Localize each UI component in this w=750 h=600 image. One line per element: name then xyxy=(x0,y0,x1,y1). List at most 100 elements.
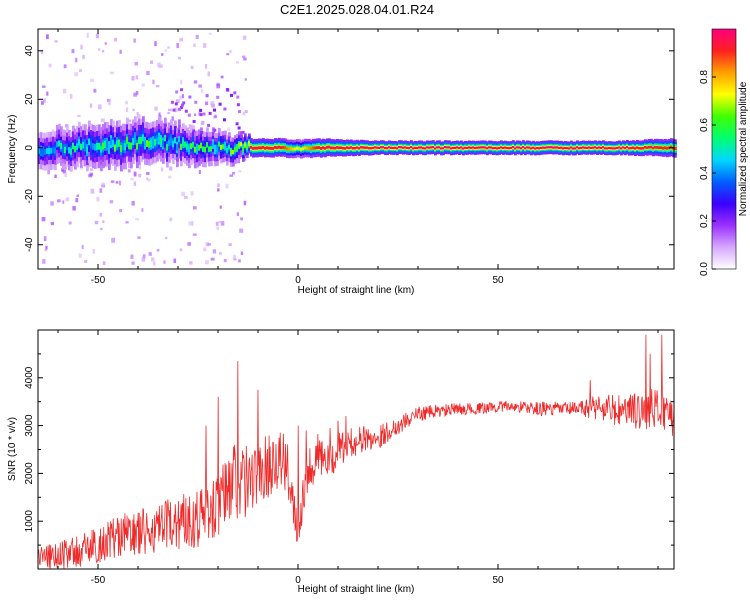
spectrogram-cell xyxy=(418,146,421,149)
spectrogram-cell xyxy=(650,145,653,149)
spectrogram-noise-cell xyxy=(150,60,154,64)
spectrogram-cell xyxy=(326,145,329,149)
spectrogram-cell xyxy=(92,143,95,150)
spectrogram-cell xyxy=(332,146,335,150)
spectrogram-noise-cell xyxy=(134,61,138,66)
spectrogram-cell xyxy=(230,149,233,155)
spectrogram-noise-cell xyxy=(179,106,183,110)
spectrogram-noise-cell xyxy=(63,64,67,69)
spectrogram-noise-cell xyxy=(158,114,162,120)
spectrogram-noise-cell xyxy=(236,95,240,99)
spectrogram-noise-cell xyxy=(213,108,216,112)
spectrogram-cell xyxy=(642,147,645,150)
spectrogram-cell xyxy=(434,147,437,150)
spectrogram-marks xyxy=(38,32,677,266)
spectrogram-noise-cell xyxy=(213,128,217,132)
spectrogram-noise-cell xyxy=(90,188,95,194)
spectrogram-noise-cell xyxy=(239,228,244,233)
spectrogram-noise-cell xyxy=(170,100,174,104)
spectrogram-noise-cell xyxy=(174,102,178,106)
snr-marks xyxy=(37,334,675,569)
spectrogram-cell xyxy=(558,146,561,149)
spectrogram-cell xyxy=(128,142,131,150)
spectrogram-cell xyxy=(354,146,357,150)
spectrogram-noise-cell xyxy=(89,103,93,108)
spectrogram-noise-cell xyxy=(82,54,85,59)
spectrogram-noise-cell xyxy=(218,220,222,224)
spectrogram-cell xyxy=(368,147,371,150)
spectrogram-noise-cell xyxy=(81,245,84,250)
spectrogram-cell xyxy=(268,146,271,150)
spectrogram-cell xyxy=(134,135,137,142)
spectrogram-noise-cell xyxy=(137,114,141,119)
spectrogram-noise-cell xyxy=(158,112,161,117)
spectrogram-cell xyxy=(438,146,441,149)
spectrogram-noise-cell xyxy=(172,108,176,112)
spectrogram-noise-cell xyxy=(88,174,93,178)
spectrogram-noise-cell xyxy=(180,79,183,85)
spectrogram-cell xyxy=(528,146,531,149)
spectrogram-cell xyxy=(318,146,321,149)
spectrogram-cell xyxy=(406,146,409,149)
spectrogram-noise-cell xyxy=(184,109,188,113)
spectrogram-noise-cell xyxy=(40,49,44,55)
spectrogram-cell xyxy=(512,146,515,149)
spectrogram-cell xyxy=(474,146,477,150)
colorbar-tick-label: 0.4 xyxy=(699,166,710,180)
spectrogram-noise-cell xyxy=(217,188,220,192)
spectrogram-cell xyxy=(154,139,157,146)
spectrogram-noise-cell xyxy=(243,156,247,161)
spectrogram-noise-cell xyxy=(119,49,122,54)
spectrogram-cell xyxy=(392,146,395,150)
spectrogram-cell xyxy=(634,147,637,150)
spectrogram-cell xyxy=(44,148,47,155)
spectrogram-cell xyxy=(576,146,579,149)
spectrogram-noise-cell xyxy=(198,84,202,88)
spectrogram-noise-cell xyxy=(237,126,241,130)
spectrogram-cell xyxy=(364,146,367,149)
spectrogram-cell xyxy=(656,146,659,149)
spectrogram-cell xyxy=(90,141,93,149)
spectrogram-cell xyxy=(388,146,391,149)
spectrogram-cell xyxy=(524,147,527,150)
spectrogram-cell xyxy=(184,141,187,148)
spectrogram-noise-cell xyxy=(102,261,106,265)
spectrogram-noise-cell xyxy=(137,236,141,239)
spectrogram-noise-cell xyxy=(163,260,166,264)
spectrogram-cell xyxy=(218,141,221,147)
snr-xtick-label: 50 xyxy=(492,575,504,586)
spectrogram-cell xyxy=(200,142,203,149)
spectrogram-noise-cell xyxy=(187,242,191,246)
spectrogram-noise-cell xyxy=(228,243,232,246)
spectrogram-noise-cell xyxy=(44,248,48,252)
spectrogram-cell xyxy=(564,146,567,150)
spectrogram-cell xyxy=(400,146,403,149)
spectrogram-noise-cell xyxy=(204,64,208,69)
spectrogram-noise-cell xyxy=(154,41,157,47)
spectrogram-noise-cell xyxy=(155,85,160,88)
spectrogram-cell xyxy=(202,146,205,152)
colorbar-tick-label: 0.6 xyxy=(699,118,710,132)
spectrogram-cell xyxy=(424,147,427,150)
spectrogram-noise-cell xyxy=(133,38,137,43)
spectrogram-noise-cell xyxy=(141,256,146,262)
spectrogram-cell xyxy=(382,146,385,149)
spectrogram-frame xyxy=(37,28,675,270)
spectrogram-noise-cell xyxy=(141,208,144,212)
spectrogram-cell xyxy=(586,146,589,149)
spectrogram-cell xyxy=(316,146,319,150)
spectrogram-noise-cell xyxy=(104,42,107,45)
spectrogram-noise-cell xyxy=(236,212,239,216)
spectrogram-cell xyxy=(104,141,107,148)
spectrogram-cell xyxy=(458,147,461,150)
spectrogram-noise-cell xyxy=(214,114,217,118)
spectrogram-cell xyxy=(546,146,549,149)
spectrogram-cell xyxy=(120,144,123,153)
spectrogram-cell xyxy=(452,146,455,150)
spectrogram-noise-cell xyxy=(208,32,212,35)
spectrogram-cell xyxy=(516,146,519,149)
spectrogram-noise-cell xyxy=(135,90,139,95)
spectrogram-noise-cell xyxy=(195,34,199,39)
spectrogram-cell xyxy=(582,146,585,149)
spectrogram-cell xyxy=(370,147,373,150)
